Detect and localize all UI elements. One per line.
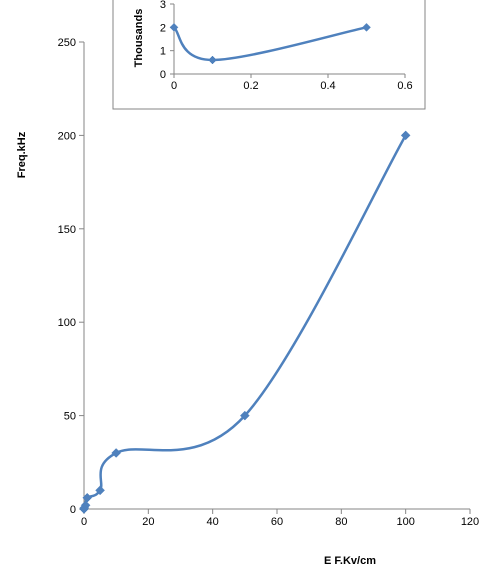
main-data-point [400,130,411,141]
main-series-line [82,134,407,511]
inset-data-point [169,22,179,32]
main-x-ticks: 0 20 40 60 80 100 120 [81,509,479,528]
inset-y-tick-label: 2 [160,22,166,34]
main-x-tick-label: 20 [142,516,154,528]
inset-x-tick-label: 0.4 [320,80,335,92]
inset-y-tick-label: 1 [160,46,166,58]
main-y-tick-label: 0 [70,504,76,516]
inset-data-point [208,55,217,65]
main-x-tick-label: 0 [81,516,87,528]
main-y-axis-title: Freq.kHz [16,131,28,178]
main-x-tick-label: 40 [207,516,219,528]
main-x-tick-label: 80 [335,516,347,528]
main-y-tick-label: 200 [58,130,76,142]
main-series-markers [79,130,411,514]
main-data-point [80,500,91,511]
main-data-point [95,485,105,496]
inset-series-line [172,26,368,62]
main-y-tick-label: 250 [58,37,76,49]
inset-y-tick-label: 3 [160,0,166,11]
inset-x-tick-label: 0 [171,80,177,92]
inset-x-tick-label: 0.6 [397,80,412,92]
inset-data-point [362,22,371,32]
inset-y-tick-label: 0 [160,69,166,81]
inset-x-tick-label: 0.2 [243,80,258,92]
main-x-axis-title: E F.Kv/cm [324,555,376,567]
main-y-tick-label: 100 [58,317,76,329]
main-data-point [82,492,93,503]
inset-chart: 0 0.2 0.4 0.6 0 1 2 3 Thousands [112,0,426,110]
main-y-ticks: 0 50 100 150 200 250 [58,37,84,516]
main-x-tick-label: 100 [396,516,414,528]
main-x-tick-label: 120 [461,516,479,528]
inset-y-axis-title: Thousands [133,9,145,68]
main-data-point [239,410,250,421]
main-y-tick-label: 50 [64,411,76,423]
main-data-point [111,448,122,458]
inset-series-markers [169,22,371,65]
main-y-tick-label: 150 [58,224,76,236]
main-x-tick-label: 60 [271,516,283,528]
inset-chart-frame [112,0,426,110]
inset-x-ticks: 0 0.2 0.4 0.6 [171,74,413,92]
